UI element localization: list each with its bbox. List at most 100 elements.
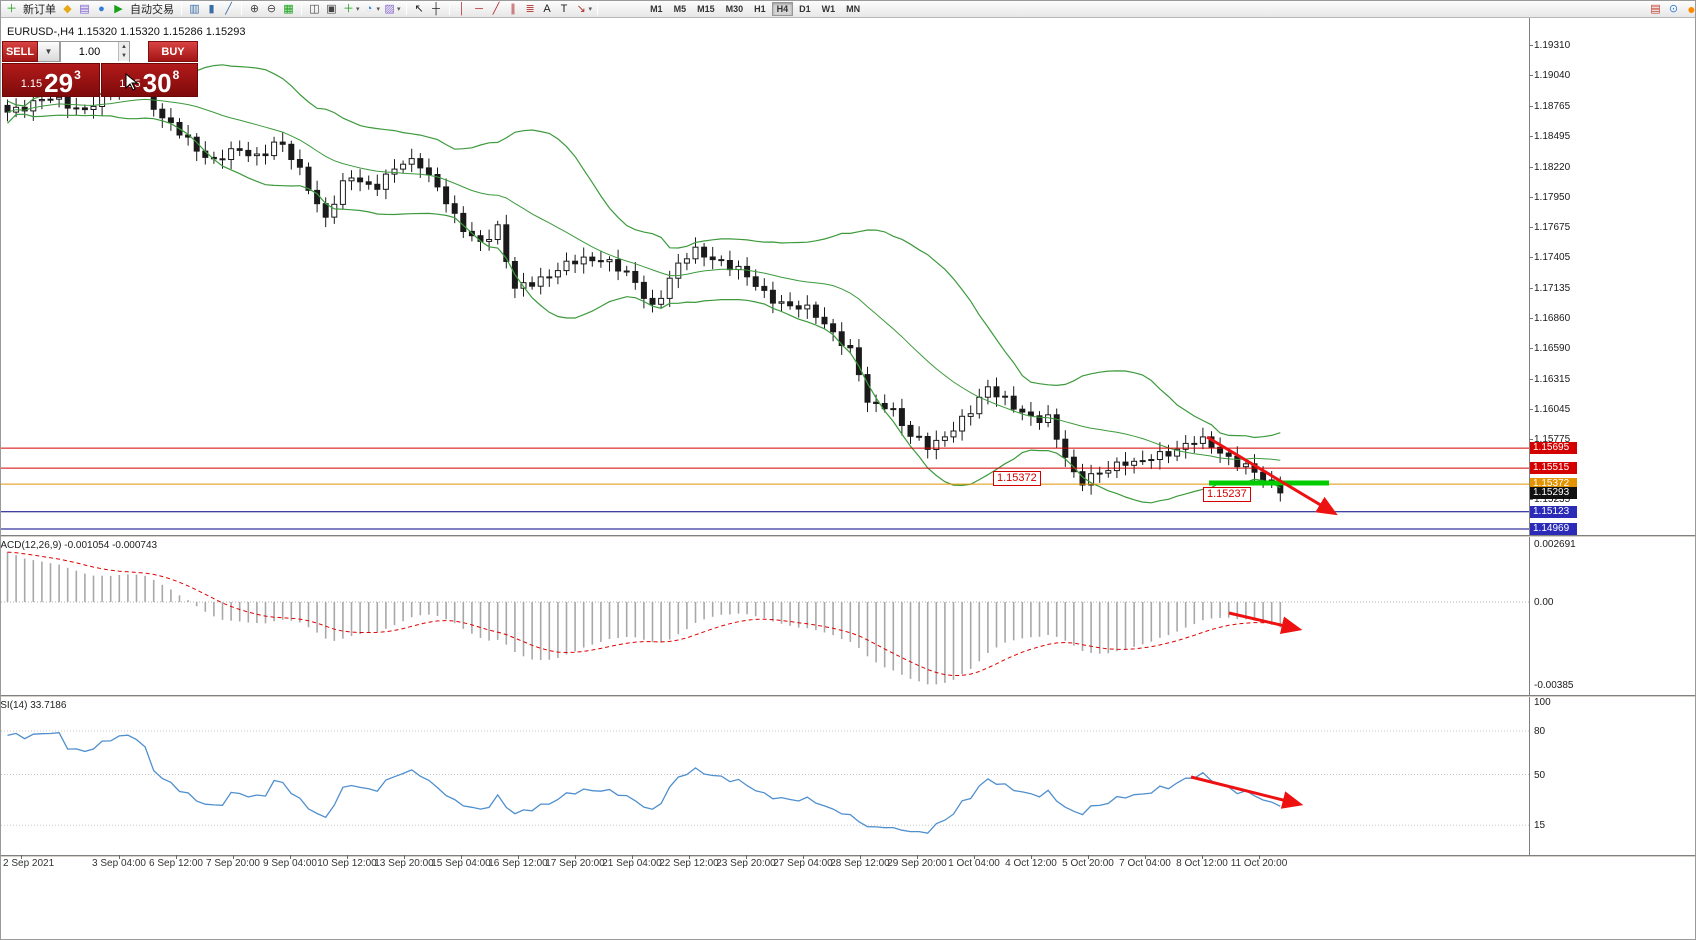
bollinger-lower-band [7, 113, 1281, 504]
candle [615, 259, 622, 272]
candle [1148, 459, 1155, 461]
time-axis-label: 5 Oct 20:00 [1062, 858, 1114, 869]
text-icon[interactable]: A [543, 2, 551, 15]
notification-icon[interactable]: ● [1687, 1, 1696, 17]
price-annotation[interactable]: 1.15372 [993, 471, 1041, 486]
sell-button[interactable]: SELL [2, 41, 38, 62]
volume-down-arrow[interactable]: ▼ [119, 51, 129, 61]
price-axis-label: 1.16045 [1534, 404, 1571, 415]
bollinger-middle-band [7, 98, 1281, 461]
dropdown-arrow[interactable]: ▾ [356, 6, 360, 13]
timeframe-buttons: M1 M5 M15 M30 H1 H4 D1 W1 MN [645, 2, 865, 16]
mail-icon[interactable]: ▤ [1650, 2, 1661, 15]
sell-price-box[interactable]: 1.15 29 3 [2, 63, 100, 97]
candle [1088, 473, 1095, 486]
volume-up-arrow[interactable]: ▲ [119, 42, 129, 52]
autotrade-icon[interactable]: ▶ [114, 2, 123, 15]
crosshair-icon[interactable]: ┼ [432, 2, 440, 15]
candle [1139, 460, 1146, 463]
fibonacci-icon[interactable]: ≣ [525, 2, 535, 15]
bar-chart-icon[interactable]: ▥ [189, 2, 200, 15]
market-watch-icon[interactable]: ▤ [79, 2, 90, 15]
time-axis-tick [233, 855, 234, 859]
channel-icon[interactable]: ∥ [510, 2, 516, 15]
timeframe-m5[interactable]: M5 [673, 4, 687, 14]
candle [236, 148, 243, 151]
timeframe-h4[interactable]: H4 [771, 2, 794, 16]
dropdown-arrow[interactable]: ▾ [397, 6, 401, 13]
alerts-icon[interactable]: ◆ [63, 2, 72, 15]
candle [993, 386, 1000, 398]
rsi-panel-divider[interactable] [1, 695, 1695, 697]
cascade-windows-icon[interactable]: ▣ [326, 2, 337, 15]
toolbar-right: ▤ ⊙ ● [1648, 2, 1695, 17]
sell-price-big: 29 [44, 67, 74, 98]
price-annotation[interactable]: 1.15237 [1203, 487, 1251, 502]
candle [408, 158, 415, 165]
vertical-line-icon[interactable]: │ [458, 2, 466, 15]
cursor-icon[interactable]: ↖ [414, 2, 424, 15]
rsi-axis-label: 50 [1534, 769, 1546, 781]
timeframe-m30[interactable]: M30 [725, 4, 744, 14]
timeframe-h1[interactable]: H1 [754, 4, 766, 14]
price-axis-label: 1.15775 [1534, 434, 1571, 446]
price-axis-tick [1529, 348, 1533, 350]
buy-price-box[interactable]: 1.15 30 8 [100, 63, 198, 97]
candle [950, 430, 957, 438]
zoom-out-icon[interactable]: ⊖ [266, 2, 277, 15]
time-axis-tick [347, 855, 348, 859]
candle [769, 289, 776, 304]
mouse-cursor [125, 73, 138, 91]
dropdown-arrow[interactable]: ▾ [376, 6, 381, 13]
main-chart [4, 64, 1284, 504]
time-axis-label: 7 Sep 20:00 [206, 858, 260, 869]
candlestick-chart-icon[interactable]: ▮ [208, 2, 215, 15]
time-axis-label: 13 Sep 20:00 [374, 858, 434, 869]
zoom-in-icon[interactable]: ⊕ [249, 2, 260, 15]
line-chart-icon[interactable]: ╱ [225, 2, 232, 15]
time-axis-label: 10 Sep 12:00 [317, 858, 377, 869]
arrows-tool-icon[interactable]: ↘ [576, 2, 586, 15]
tile-windows-icon[interactable]: ◫ [309, 2, 320, 15]
red-trend-arrow[interactable] [1206, 435, 1338, 516]
price-axis-label: 1.18765 [1534, 100, 1571, 112]
label-icon[interactable]: T [560, 2, 568, 15]
price-axis-tick [1529, 287, 1533, 289]
sell-price-prefix: 1.15 [20, 78, 43, 90]
timeframe-m1[interactable]: M1 [650, 4, 663, 14]
timeframe-d1[interactable]: D1 [799, 4, 811, 14]
red-trend-arrow[interactable] [1190, 775, 1304, 809]
grid-icon[interactable]: ▦ [283, 2, 294, 15]
red-trend-arrow[interactable] [1228, 611, 1303, 635]
dropdown-arrow[interactable]: ▾ [588, 6, 593, 13]
candle [683, 258, 690, 264]
autotrade-label[interactable]: 自动交易 [130, 4, 174, 16]
timeframe-m15[interactable]: M15 [697, 4, 715, 14]
new-order-label[interactable]: 新订单 [23, 4, 56, 16]
timeframe-mn[interactable]: MN [846, 4, 861, 14]
price-axis-tick [1529, 166, 1533, 168]
volume-input[interactable] [61, 42, 129, 62]
candle [460, 212, 467, 232]
horizontal-line-icon[interactable]: ─ [475, 2, 483, 15]
candle [546, 276, 553, 279]
trendline-icon[interactable]: ╱ [492, 2, 500, 15]
macd-panel-divider[interactable] [1, 535, 1695, 537]
candle [1217, 446, 1224, 454]
candle [1019, 408, 1026, 413]
buy-button[interactable]: BUY [148, 41, 198, 62]
new-order-icon[interactable]: ＋ [6, 2, 17, 15]
candle [761, 285, 768, 291]
periods-icon[interactable]: ◔ [365, 2, 373, 15]
candle [597, 260, 604, 263]
search-icon[interactable]: ⊙ [1668, 2, 1679, 15]
candle [486, 239, 493, 242]
data-window-icon[interactable]: ● [98, 2, 105, 15]
candle [374, 183, 381, 190]
volume-dropdown[interactable]: ▼ [38, 41, 60, 62]
indicators-icon[interactable]: ＋ [343, 2, 354, 15]
timeframe-w1[interactable]: W1 [821, 4, 836, 14]
templates-icon[interactable]: ▨ [384, 2, 395, 15]
candle [959, 415, 966, 432]
price-axis-tick [1529, 318, 1533, 320]
